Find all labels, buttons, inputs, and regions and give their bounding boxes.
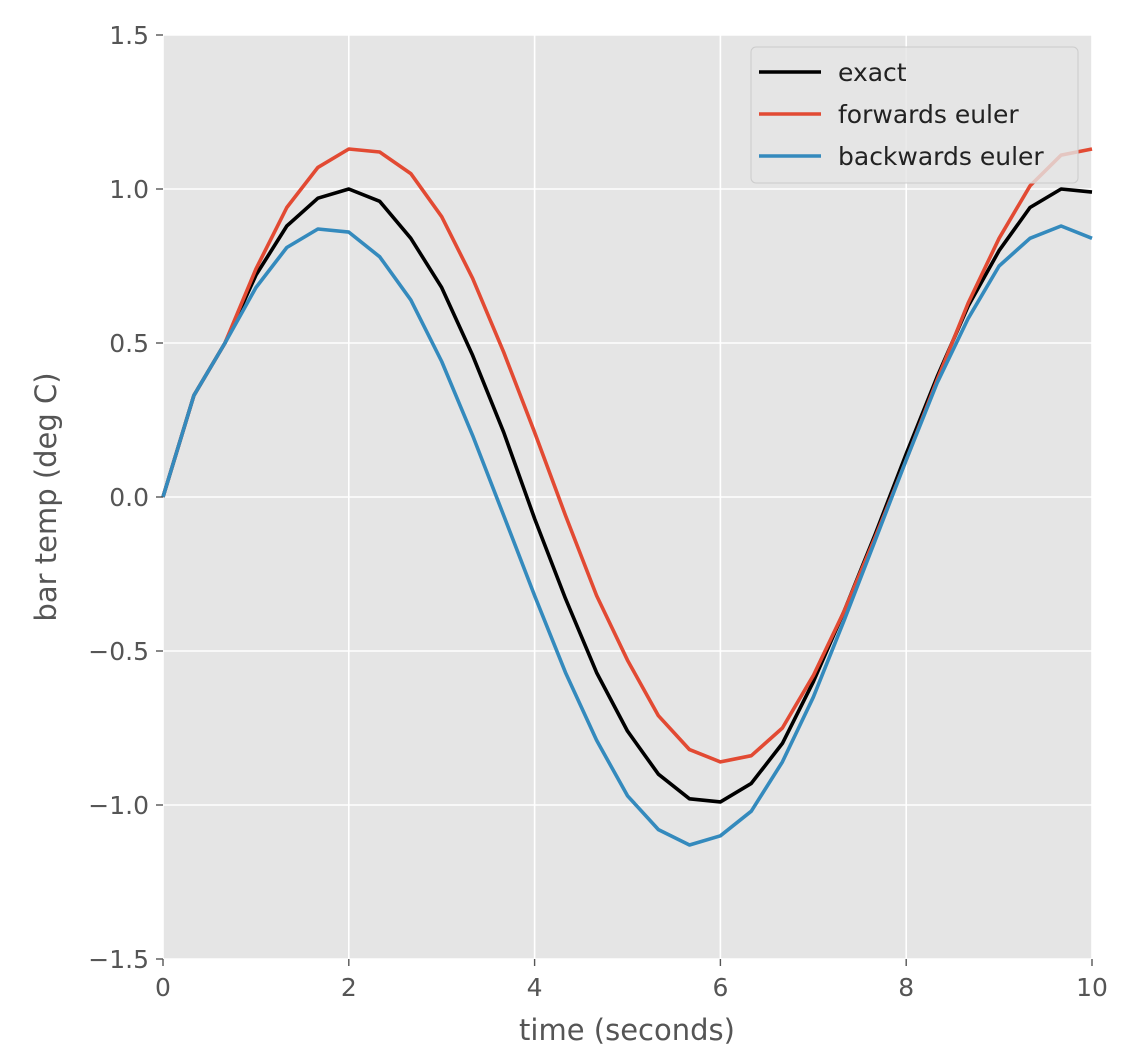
legend-label-backwards-euler: backwards euler — [838, 142, 1044, 171]
y-tick-label: −1.0 — [88, 791, 149, 820]
series-line-backwards-euler — [161, 224, 1093, 847]
x-tick-label: 10 — [1076, 973, 1108, 1002]
x-axis-ticks: 0 2 4 6 8 10 — [155, 959, 1108, 1002]
x-tick-label: 2 — [341, 973, 357, 1002]
x-axis-label: time (seconds) — [519, 1013, 735, 1047]
legend-box — [750, 46, 1079, 184]
series-lines — [161, 147, 1093, 847]
y-tick-label: 0.5 — [109, 329, 149, 358]
x-tick-label: 8 — [898, 973, 914, 1002]
legend: exact forwards euler backwards euler — [750, 46, 1079, 184]
y-tick-label: 0.0 — [109, 483, 149, 512]
legend-label-forwards-euler: forwards euler — [838, 100, 1019, 129]
y-tick-label: 1.0 — [109, 175, 149, 204]
x-tick-label: 0 — [155, 973, 171, 1002]
x-tick-label: 4 — [527, 973, 543, 1002]
grid-lines — [162, 34, 1093, 960]
x-tick-label: 6 — [712, 973, 728, 1002]
y-axis-label: bar temp (deg C) — [29, 372, 63, 621]
y-tick-label: 1.5 — [109, 21, 149, 50]
y-axis-ticks: 1.5 1.0 0.5 0.0 −0.5 −1.0 −1.5 — [88, 21, 163, 974]
y-tick-label: −0.5 — [88, 637, 149, 666]
legend-label-exact: exact — [838, 58, 907, 87]
y-tick-label: −1.5 — [88, 945, 149, 974]
